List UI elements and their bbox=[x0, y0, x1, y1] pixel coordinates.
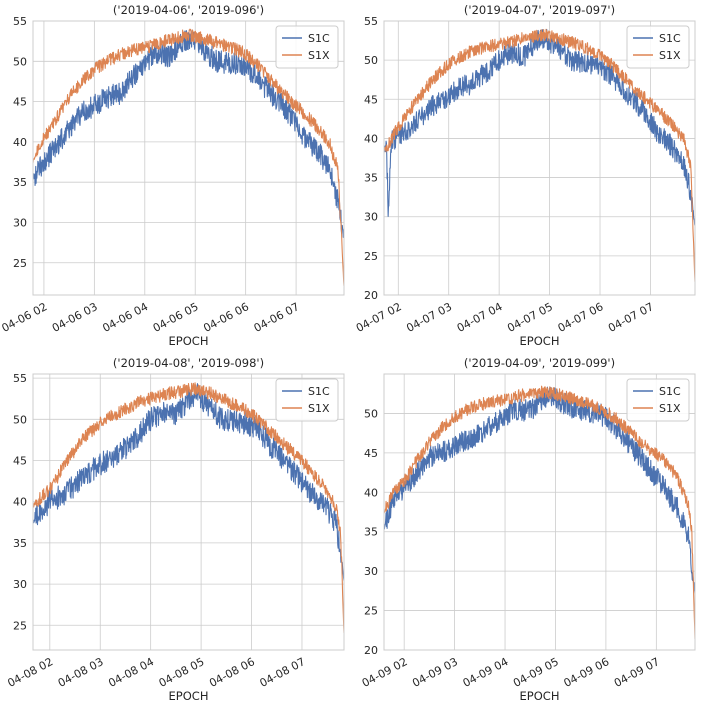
chart-title: ('2019-04-09', '2019-099') bbox=[464, 356, 615, 370]
x-tick-label: 04-09 07 bbox=[612, 655, 662, 690]
chart-title: ('2019-04-07', '2019-097') bbox=[464, 3, 615, 17]
x-axis-label: EPOCH bbox=[169, 334, 209, 348]
x-axis-label: EPOCH bbox=[520, 689, 560, 703]
y-tick-label: 55 bbox=[13, 15, 27, 28]
y-tick-label: 45 bbox=[13, 96, 27, 109]
y-tick-label: 55 bbox=[364, 15, 378, 28]
y-tick-label: 25 bbox=[364, 250, 378, 263]
legend-label-s1x: S1X bbox=[308, 402, 330, 415]
axes-frame bbox=[383, 20, 696, 296]
y-tick-label: 25 bbox=[13, 257, 27, 270]
x-tick-label: 04-07 06 bbox=[556, 300, 606, 335]
legend-label-s1x: S1X bbox=[659, 49, 681, 62]
y-tick-label: 30 bbox=[13, 216, 27, 229]
x-tick-label: 04-08 06 bbox=[207, 655, 257, 690]
series-line-s1c bbox=[384, 386, 695, 594]
legend-label-s1c: S1C bbox=[308, 32, 330, 45]
legend-label-s1c: S1C bbox=[659, 32, 681, 45]
y-tick-label: 40 bbox=[364, 486, 378, 499]
y-tick-label: 50 bbox=[364, 54, 378, 67]
series-line-s1x bbox=[33, 382, 344, 634]
y-tick-label: 30 bbox=[13, 578, 27, 591]
x-tick-label: 04-06 02 bbox=[0, 300, 49, 335]
series-line-s1c bbox=[33, 29, 344, 238]
y-tick-label: 45 bbox=[364, 447, 378, 460]
x-tick-label: 04-07 04 bbox=[455, 300, 505, 335]
y-tick-label: 55 bbox=[13, 372, 27, 385]
chart-panel-2: 20 25 30 35 40 45 50 55 04-07 02 04-07 03 04-07 04… bbox=[354, 3, 696, 348]
legend-box bbox=[275, 378, 339, 422]
x-tick-label: 04-09 02 bbox=[360, 655, 410, 690]
x-tick-label: 04-06 06 bbox=[201, 300, 251, 335]
y-tick-label: 40 bbox=[364, 132, 378, 145]
x-axis-label: EPOCH bbox=[520, 334, 560, 348]
y-tick-label: 40 bbox=[13, 496, 27, 509]
x-tick-label: 04-08 05 bbox=[157, 655, 207, 690]
axes-frame bbox=[32, 373, 345, 651]
y-tick-label: 20 bbox=[364, 644, 378, 657]
y-tick-label: 20 bbox=[364, 289, 378, 302]
x-tick-label: 04-07 07 bbox=[606, 300, 656, 335]
y-tick-label: 25 bbox=[13, 619, 27, 632]
y-tick-label: 35 bbox=[13, 537, 27, 550]
y-tick-label: 45 bbox=[13, 455, 27, 468]
axes-frame bbox=[383, 373, 696, 651]
axes-frame bbox=[32, 20, 345, 296]
legend-box bbox=[626, 25, 690, 69]
y-tick-label: 50 bbox=[364, 407, 378, 420]
y-tick-label: 30 bbox=[364, 565, 378, 578]
x-axis-label: EPOCH bbox=[169, 689, 209, 703]
y-tick-label: 50 bbox=[13, 413, 27, 426]
y-tick-label: 50 bbox=[13, 55, 27, 68]
legend-label-s1x: S1X bbox=[308, 49, 330, 62]
series-line-s1x bbox=[384, 385, 695, 640]
x-tick-label: 04-06 04 bbox=[100, 300, 150, 335]
x-tick-label: 04-07 05 bbox=[505, 300, 555, 335]
x-tick-label: 04-07 03 bbox=[404, 300, 454, 335]
x-tick-label: 04-09 06 bbox=[562, 655, 612, 690]
x-tick-label: 04-09 03 bbox=[410, 655, 460, 690]
legend-label-s1c: S1C bbox=[659, 385, 681, 398]
y-tick-label: 35 bbox=[364, 526, 378, 539]
chart-title: ('2019-04-08', '2019-098') bbox=[113, 356, 264, 370]
x-tick-label: 04-06 03 bbox=[50, 300, 100, 335]
series-line-s1c bbox=[33, 383, 344, 581]
y-tick-label: 45 bbox=[364, 93, 378, 106]
series-line-s1x bbox=[33, 28, 344, 286]
y-tick-label: 30 bbox=[364, 211, 378, 224]
legend-label-s1c: S1C bbox=[308, 385, 330, 398]
x-tick-label: 04-09 04 bbox=[461, 655, 511, 690]
x-tick-label: 04-07 02 bbox=[354, 300, 404, 335]
x-tick-label: 04-09 05 bbox=[511, 655, 561, 690]
legend-box bbox=[626, 378, 690, 422]
y-tick-label: 35 bbox=[13, 176, 27, 189]
chart-title: ('2019-04-06', '2019-096') bbox=[113, 3, 264, 17]
x-tick-label: 04-08 03 bbox=[56, 655, 106, 690]
x-tick-label: 04-06 05 bbox=[151, 300, 201, 335]
y-tick-label: 35 bbox=[364, 172, 378, 185]
legend-box bbox=[275, 25, 339, 69]
y-tick-label: 25 bbox=[364, 605, 378, 618]
series-line-s1x bbox=[384, 28, 695, 282]
x-tick-label: 04-08 07 bbox=[258, 655, 308, 690]
x-tick-label: 04-06 07 bbox=[252, 300, 302, 335]
legend-label-s1x: S1X bbox=[659, 402, 681, 415]
x-tick-label: 04-08 02 bbox=[5, 655, 55, 690]
y-tick-label: 40 bbox=[13, 136, 27, 149]
x-tick-label: 04-08 04 bbox=[106, 655, 156, 690]
